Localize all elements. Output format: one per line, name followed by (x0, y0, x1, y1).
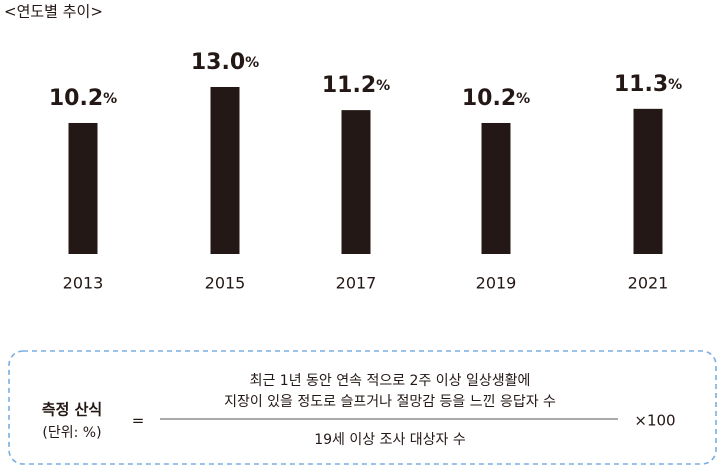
formula-unit: (단위: %) (42, 425, 101, 441)
chart-title: <연도별 추이> (4, 3, 103, 21)
value-label: 11.3% (614, 72, 682, 97)
bar (341, 110, 371, 254)
x-tick-label: 2017 (336, 274, 377, 293)
numerator-line: 지장이 있을 정도로 슬프거나 절망감 등을 느낀 응답자 수 (224, 394, 556, 410)
denominator: 19세 이상 조사 대상자 수 (314, 432, 466, 448)
equals-sign: = (132, 412, 145, 430)
x-tick-label: 2015 (205, 274, 246, 293)
x-tick-label: 2021 (628, 274, 669, 293)
bar (210, 87, 240, 254)
value-label: 10.2% (462, 86, 530, 111)
value-label: 13.0% (191, 50, 259, 75)
bar (633, 108, 663, 254)
x-tick-label: 2013 (63, 274, 104, 293)
formula-label: 측정 산식 (42, 401, 102, 419)
value-label: 10.2% (49, 86, 117, 111)
x-tick-label: 2019 (476, 274, 517, 293)
bar (481, 122, 511, 254)
multiplier: ×100 (634, 412, 675, 430)
numerator-line: 최근 1년 동안 연속 적으로 2주 이상 일상생활에 (250, 373, 531, 389)
bar (68, 122, 98, 254)
value-label: 11.2% (322, 73, 390, 98)
formula-box (8, 350, 717, 465)
